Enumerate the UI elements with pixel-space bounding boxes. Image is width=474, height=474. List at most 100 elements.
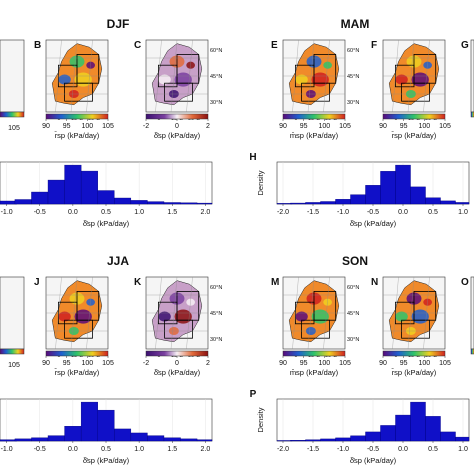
colorbar-partial — [470, 111, 474, 118]
hist-bar — [350, 194, 366, 205]
colorbar-tick-label: -2 — [143, 123, 149, 130]
map-data-patch — [186, 298, 195, 306]
colorbar-tick-label: -2 — [143, 360, 149, 367]
x-tick-label: -1.5 — [307, 209, 319, 216]
lat-tick-label: 45°N — [347, 74, 359, 80]
colorbar-tick-label: 100 — [81, 360, 93, 367]
lat-tick-label: 30°N — [210, 337, 222, 343]
colorbar-tick-label: 100 — [81, 123, 93, 130]
hist-bar — [425, 197, 441, 205]
hist-bar — [47, 435, 65, 442]
season-block: DJF105B0°15°E30°E9095100105r̄sp (kPa/day… — [0, 17, 222, 228]
colorbar-tick-label: 0 — [175, 123, 179, 130]
hist-bar — [14, 199, 32, 205]
colorbar-tick-label: 90 — [379, 360, 387, 367]
colorbar-label: r̄sp (kPa/day) — [55, 131, 100, 140]
map-data-patch — [86, 298, 95, 306]
hist-bar — [276, 440, 293, 442]
hist-bar — [335, 437, 351, 442]
hist-bar — [305, 439, 321, 442]
map-data-patch — [295, 311, 308, 322]
colorbar-label: δ̄sp (kPa/day) — [154, 131, 201, 140]
colorbar-label: δ̄sp (kPa/day) — [154, 368, 201, 377]
colorbar-tick-label: 105 — [439, 123, 451, 130]
lat-tick-label: 45°N — [347, 311, 359, 317]
season-title: SON — [342, 254, 368, 268]
hist-bar — [31, 191, 49, 205]
colorbar-tick-label: 105 — [8, 125, 20, 132]
graticule-line — [186, 276, 193, 350]
region-box — [64, 319, 93, 339]
map-data-patch — [58, 311, 71, 322]
hist-bar — [147, 201, 165, 205]
hist-bar — [0, 200, 17, 205]
map-data-patch — [395, 74, 408, 85]
hist-bar — [290, 202, 306, 205]
hist-bar — [276, 203, 293, 205]
hist-ylabel: Density — [256, 170, 265, 195]
hist-bar — [130, 432, 148, 442]
colorbar-tick-label: 90 — [279, 360, 287, 367]
colorbar-tick-label: 105 — [339, 360, 351, 367]
map-panel-partial — [0, 39, 25, 113]
hist-bar — [180, 438, 198, 442]
lat-tick-label: 60°N — [347, 48, 359, 54]
hist-bar — [305, 202, 321, 205]
map-data-patch — [186, 61, 195, 69]
map-data-patch — [158, 311, 171, 322]
hist-bar — [380, 171, 396, 205]
x-tick-label: 1.0 — [134, 209, 144, 216]
hist-bar — [320, 201, 336, 205]
colorbar-partial — [470, 348, 474, 355]
hist-xlabel: δ̄sp (kPa/day) — [350, 219, 397, 228]
colorbar-partial — [0, 111, 25, 118]
hist-bar — [380, 425, 396, 442]
colorbar — [382, 350, 446, 357]
season-block: JJA105J0°15°E30°E9095100105r̄sp (kPa/day… — [0, 254, 222, 465]
colorbar-tick-label: 105 — [102, 360, 114, 367]
panel-label: F — [371, 40, 377, 51]
hist-bar — [455, 202, 470, 205]
hist-bar — [130, 200, 148, 205]
panel-label: G — [461, 40, 469, 51]
colorbar-tick-label: 95 — [63, 123, 71, 130]
colorbar-tick-label: 2 — [206, 123, 210, 130]
x-tick-label: 2.0 — [201, 209, 211, 216]
colorbar-tick-label: 95 — [63, 360, 71, 367]
hist-bar — [440, 431, 456, 442]
hist-bar — [31, 437, 49, 442]
colorbar-label: r̄sp (kPa/day) — [392, 131, 437, 140]
colorbar-tick-label: 95 — [400, 360, 408, 367]
map-panel — [45, 276, 109, 350]
region-box — [64, 82, 93, 102]
panel-label: E — [271, 40, 278, 51]
x-tick-label: 0.0 — [398, 446, 408, 453]
histogram: -2.0 -1.5 -1.0 -0.5 0.0 0.5 1.0 δ̄sp (kPa/day) D… — [250, 389, 470, 465]
hist-bar — [180, 202, 198, 205]
graticule-line — [186, 39, 193, 113]
map-data-patch — [158, 74, 171, 85]
colorbar-tick-label: 90 — [379, 123, 387, 130]
colorbar — [145, 350, 209, 357]
lat-tick-label: 30°N — [347, 100, 359, 106]
hist-bar — [14, 438, 32, 442]
hist-bar — [395, 164, 411, 205]
x-tick-label: 1.5 — [167, 209, 177, 216]
x-tick-label: 1.0 — [458, 209, 468, 216]
map-panel — [382, 276, 446, 350]
colorbar-tick-label: 95 — [300, 123, 308, 130]
lat-tick-label: 60°N — [347, 285, 359, 291]
hist-bar — [64, 164, 82, 205]
lat-tick-label: 60°N — [210, 285, 222, 291]
region-box — [164, 82, 193, 102]
colorbar — [382, 113, 446, 120]
season-title: JJA — [107, 254, 129, 268]
colorbar-tick-label: 0 — [175, 360, 179, 367]
lat-tick-label: 60°N — [210, 48, 222, 54]
colorbar-tick-label: 100 — [318, 360, 330, 367]
colorbar-tick-label: 105 — [8, 362, 20, 369]
x-tick-label: 1.0 — [134, 446, 144, 453]
colorbar-label: m̄sp (kPa/day) — [290, 131, 339, 140]
x-tick-label: 0.5 — [428, 446, 438, 453]
colorbar — [45, 113, 109, 120]
